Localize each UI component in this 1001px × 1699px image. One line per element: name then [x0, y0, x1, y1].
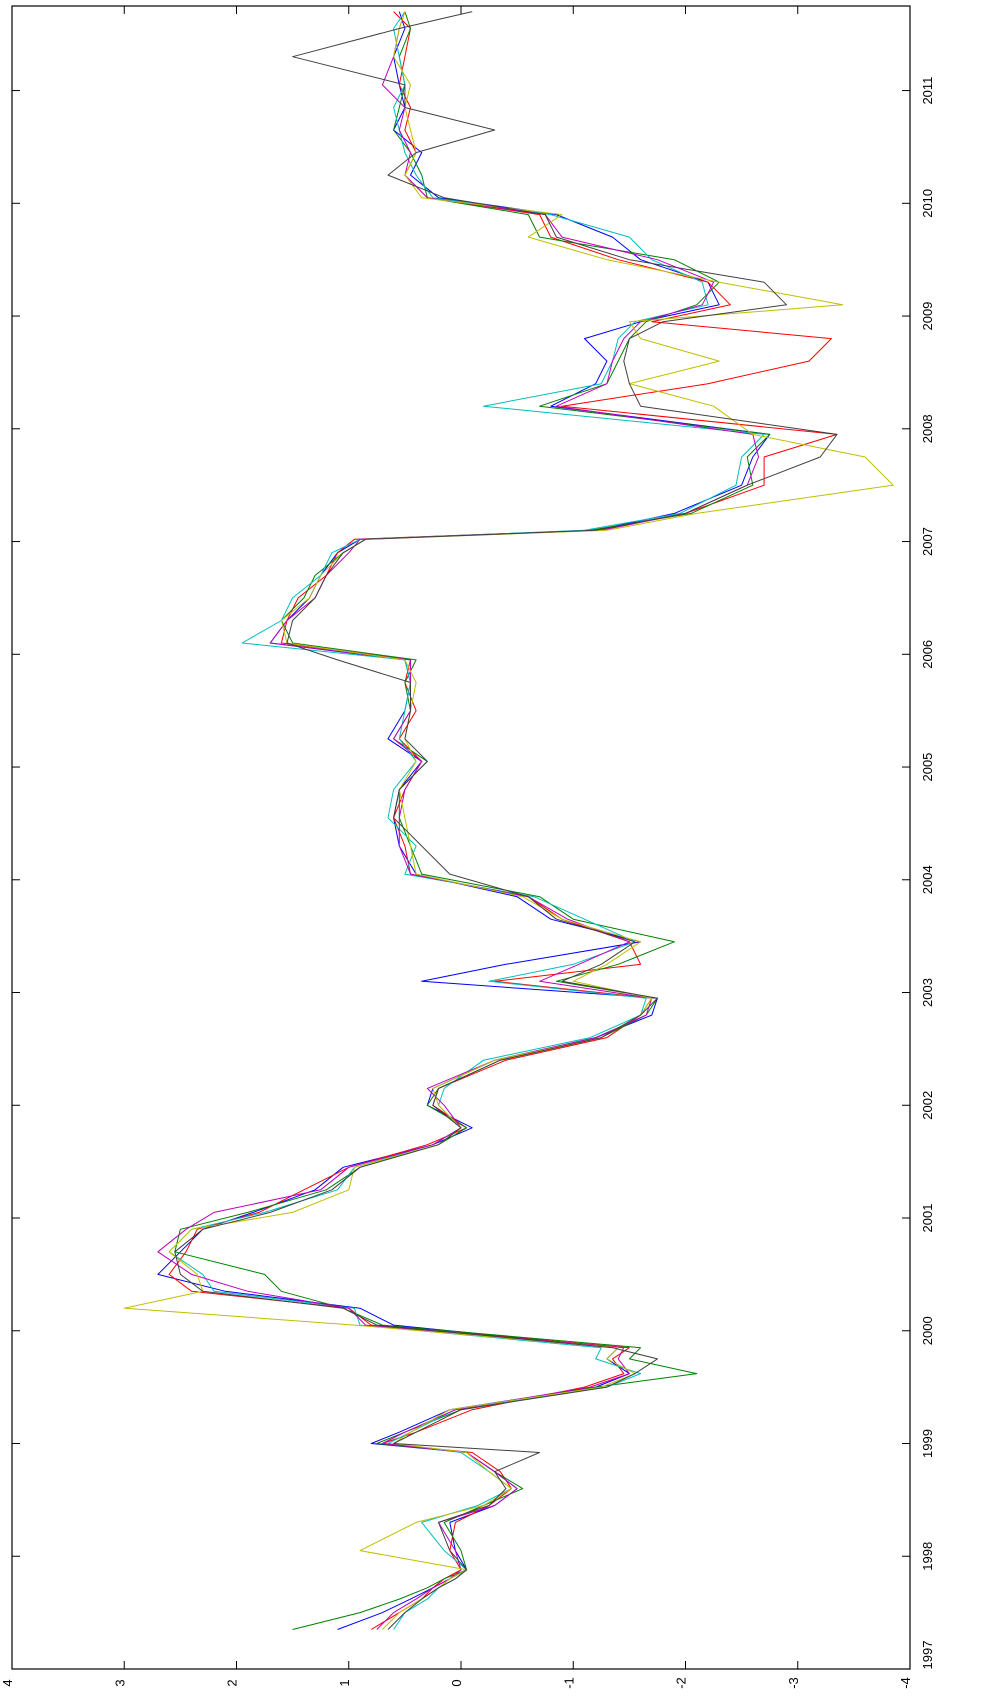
y-tick-label: -1 [561, 1677, 576, 1689]
x-tick-label: 1997 [920, 1641, 935, 1670]
tick-layer: 1997 1998 1999 2000 2001 2002 2003 2004 2005 2006… [0, 6, 935, 1689]
x-tick-label: 2006 [920, 640, 935, 669]
series-line-2 [168, 11, 838, 1630]
series-line-5 [157, 11, 759, 1630]
series-line-3 [174, 11, 771, 1630]
x-tick-label: 2001 [920, 1204, 935, 1233]
series-line-1 [157, 11, 771, 1630]
x-tick-label: 2008 [920, 414, 935, 443]
y-tick-label: -4 [898, 1677, 913, 1689]
x-tick-label: 2007 [920, 527, 935, 556]
series-layer [123, 11, 894, 1630]
series-line-4 [168, 11, 765, 1630]
y-tick-label: 2 [225, 1679, 240, 1686]
x-tick-label: 2005 [920, 753, 935, 782]
y-tick-label: 1 [337, 1679, 352, 1686]
y-tick-label: 4 [0, 1679, 15, 1686]
series-line-6 [123, 11, 894, 1630]
x-tick-label: 2000 [920, 1316, 935, 1345]
x-tick-label: 1999 [920, 1429, 935, 1458]
y-tick-label: -3 [786, 1677, 801, 1689]
x-tick-label: 2010 [920, 189, 935, 218]
x-tick-label: 2003 [920, 978, 935, 1007]
y-tick-label: 3 [112, 1679, 127, 1686]
x-tick-label: 2011 [920, 77, 935, 105]
x-tick-label: 2009 [920, 302, 935, 331]
series-line-7 [174, 11, 838, 1630]
x-tick-label: 2004 [920, 865, 935, 894]
y-tick-label: -2 [674, 1677, 689, 1689]
y-tick-label: 0 [449, 1679, 464, 1686]
x-tick-label: 1998 [920, 1542, 935, 1571]
axes-frame [11, 5, 911, 1670]
x-tick-label: 2002 [920, 1091, 935, 1120]
